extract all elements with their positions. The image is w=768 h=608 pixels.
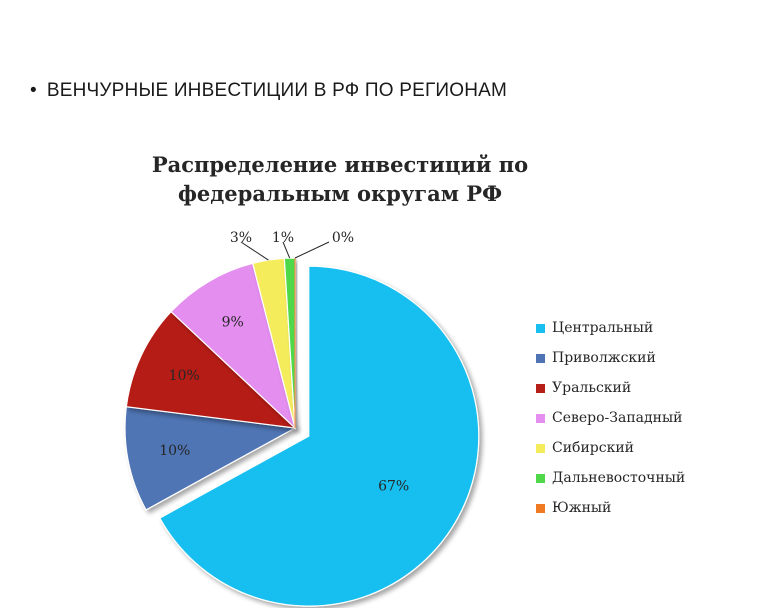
legend-label: Центральный bbox=[552, 320, 654, 336]
legend-item: Северо-Западный bbox=[536, 403, 685, 433]
chart-title: Распределение инвестиций по федеральным … bbox=[150, 150, 530, 208]
legend-label: Дальневосточный bbox=[552, 470, 686, 486]
legend-item: Дальневосточный bbox=[536, 463, 685, 493]
legend-item: Центральный bbox=[536, 313, 685, 343]
leader-line bbox=[240, 241, 269, 261]
legend-swatch bbox=[536, 473, 545, 483]
legend-swatch bbox=[536, 383, 545, 393]
data-label: 1% bbox=[272, 230, 294, 246]
legend-item: Сибирский bbox=[536, 433, 685, 463]
legend-label: Приволжский bbox=[552, 350, 656, 366]
legend-item: Приволжский bbox=[536, 343, 685, 373]
legend-label: Южный bbox=[552, 500, 612, 516]
slide-heading-text: ВЕНЧУРНЫЕ ИНВЕСТИЦИИ В РФ ПО РЕГИОНАМ bbox=[46, 80, 508, 101]
leader-line bbox=[282, 241, 291, 259]
data-label: 9% bbox=[222, 315, 244, 331]
data-label: 3% bbox=[230, 230, 252, 246]
legend-item: Уральский bbox=[536, 373, 685, 403]
leader-line bbox=[294, 241, 330, 259]
legend-label: Северо-Западный bbox=[552, 410, 683, 426]
data-label: 0% bbox=[332, 230, 354, 246]
slice-северо-западный bbox=[170, 262, 297, 430]
chart-title-line-2: федеральным округам РФ bbox=[177, 181, 503, 206]
bullet-icon: • bbox=[30, 80, 37, 101]
legend-item: Южный bbox=[536, 493, 685, 523]
slice-уральский bbox=[125, 310, 297, 429]
legend-swatch bbox=[536, 323, 545, 333]
legend-label: Уральский bbox=[552, 380, 632, 396]
legend-swatch bbox=[536, 443, 545, 453]
legend-swatch bbox=[536, 413, 545, 423]
data-label: 10% bbox=[169, 368, 200, 384]
data-label: 10% bbox=[159, 443, 190, 459]
slice-центральный bbox=[158, 265, 480, 607]
chart-title-line-1: Распределение инвестиций по bbox=[151, 152, 529, 177]
slice-приволжский bbox=[124, 406, 297, 511]
chart-legend: Центральный Приволжский Уральский Северо-За… bbox=[536, 313, 685, 523]
legend-label: Сибирский bbox=[552, 440, 635, 456]
legend-swatch bbox=[536, 353, 545, 363]
slide-heading: • ВЕНЧУРНЫЕ ИНВЕСТИЦИИ В РФ ПО РЕГИОНАМ bbox=[30, 80, 507, 102]
legend-swatch bbox=[536, 503, 545, 513]
data-label: 67% bbox=[378, 478, 409, 494]
